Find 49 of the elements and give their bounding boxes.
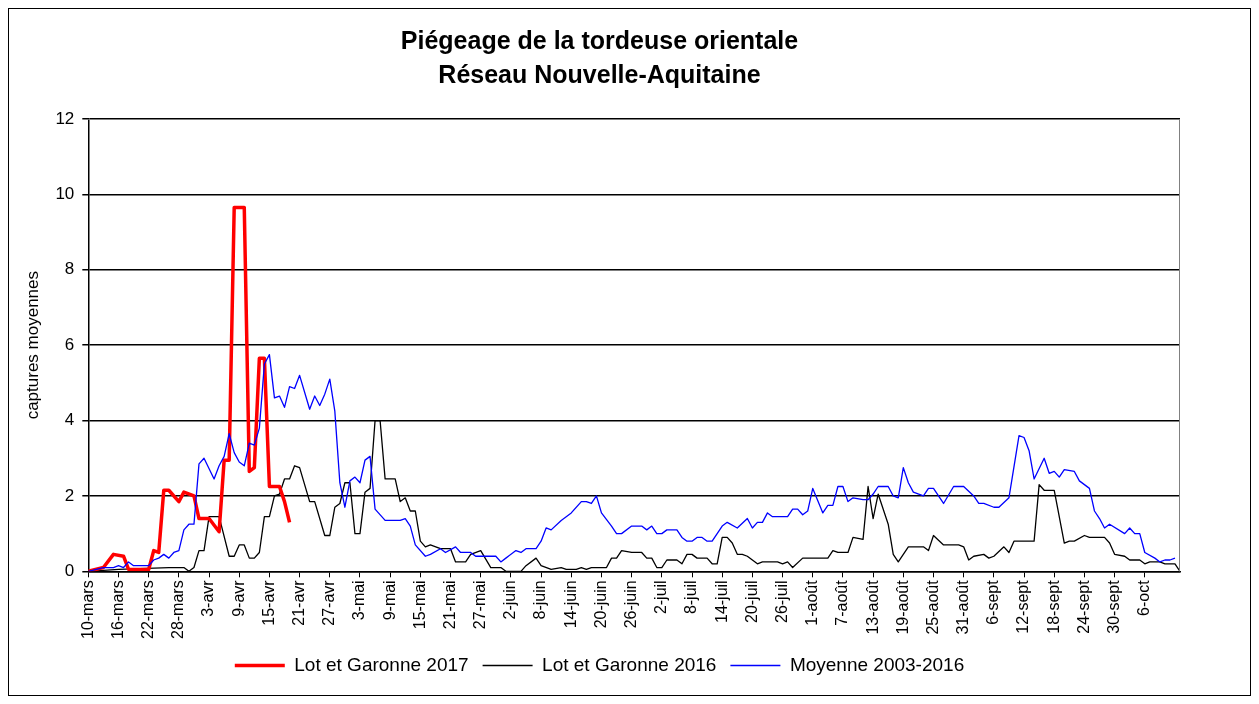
x-tick-label: 16-mars	[108, 580, 126, 640]
x-tick-label: 22-mars	[139, 580, 157, 640]
x-tick-label: 12-sept	[1014, 579, 1032, 634]
x-tick-label: 26-juin	[622, 580, 640, 629]
y-tick-label: 12	[55, 108, 75, 128]
x-tick-label: 18-sept	[1044, 579, 1062, 634]
x-tick-label: 2-juil	[652, 580, 670, 615]
y-tick-label: 2	[64, 485, 75, 505]
x-tick-label: 9-mai	[380, 580, 398, 621]
x-tick-label: 9-avr	[229, 579, 247, 617]
x-tick-label: 21-avr	[290, 579, 308, 626]
y-tick-label: 0	[64, 561, 75, 581]
x-tick-label: 6-sept	[984, 579, 1002, 625]
y-tick-label: 8	[64, 259, 75, 279]
x-tick-label: 10-mars	[78, 580, 96, 640]
x-tick-label: 3-avr	[199, 579, 217, 617]
x-tick-label: 27-mai	[471, 580, 489, 630]
x-tick-label: 13-août	[863, 579, 881, 635]
x-tick-label: 20-juin	[591, 580, 609, 629]
x-tick-label: 3-mai	[350, 580, 368, 621]
legend-label: Lot et Garonne 2017	[294, 653, 469, 675]
x-tick-label: 25-août	[923, 579, 941, 635]
x-tick-label: 21-mai	[440, 580, 458, 630]
x-tick-label: 26-juil	[772, 580, 790, 624]
x-tick-label: 30-sept	[1105, 579, 1123, 634]
chart-title: Piégeage de la tordeuse orientale	[400, 25, 799, 54]
y-tick-label: 6	[64, 334, 75, 354]
x-tick-label: 28-mars	[169, 580, 187, 640]
x-tick-label: 15-mai	[410, 580, 428, 630]
x-tick-label: 14-juin	[561, 580, 579, 629]
y-tick-label: 4	[64, 410, 75, 430]
x-tick-label: 31-août	[954, 579, 972, 635]
x-tick-label: 7-août	[833, 579, 851, 626]
x-tick-label: 19-août	[893, 579, 911, 635]
y-tick-label: 10	[55, 184, 75, 204]
x-tick-label: 15-avr	[259, 579, 277, 626]
x-tick-label: 6-oct	[1135, 579, 1153, 616]
x-tick-label: 24-sept	[1074, 579, 1092, 634]
legend-label: Moyenne 2003-2016	[789, 653, 965, 675]
x-tick-label: 27-avr	[320, 579, 338, 626]
y-axis-title: captures moyennes	[22, 270, 42, 420]
x-tick-label: 2-juin	[501, 580, 519, 620]
x-tick-label: 8-juin	[531, 580, 549, 620]
x-tick-label: 20-juil	[742, 580, 760, 624]
chart-subtitle: Réseau Nouvelle-Aquitaine	[438, 59, 761, 88]
x-tick-label: 8-juil	[682, 580, 700, 615]
x-tick-label: 14-juil	[712, 580, 730, 624]
x-tick-label: 1-août	[803, 579, 821, 626]
legend-label: Lot et Garonne 2016	[542, 653, 717, 675]
